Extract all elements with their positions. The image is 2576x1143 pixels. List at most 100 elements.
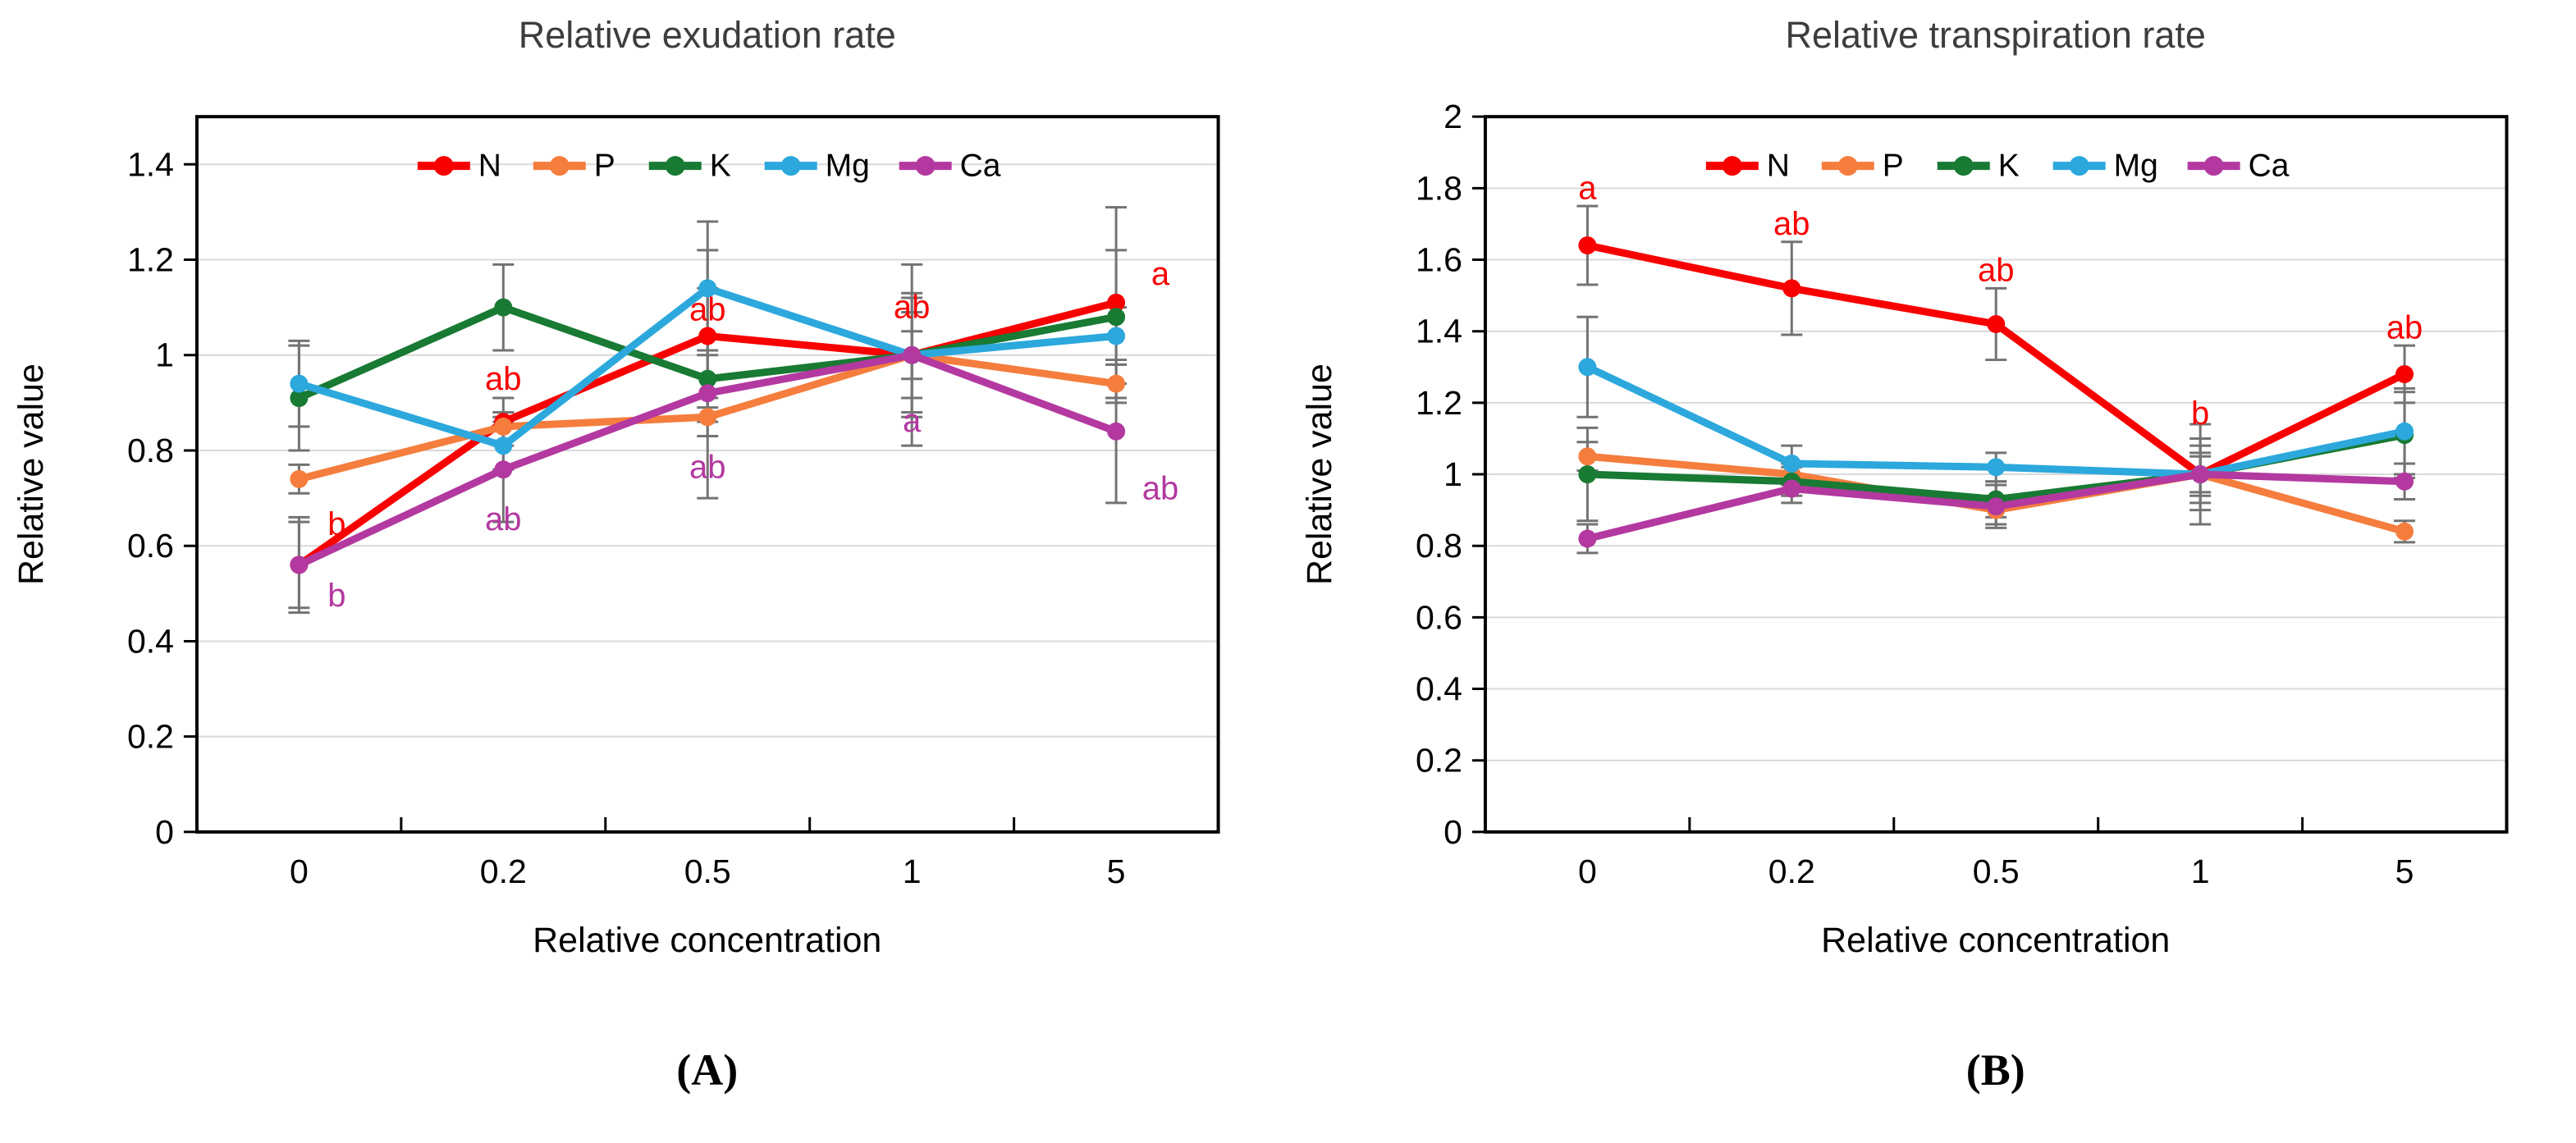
chart-a-y-axis-title: Relative value (11, 363, 51, 585)
legend-item-Ca: Ca (2187, 149, 2289, 184)
data-point-Ca-1 (1782, 479, 1800, 498)
legend-label: N (478, 149, 501, 184)
legend-item-K: K (648, 149, 731, 184)
x-tick-label: 1 (903, 853, 922, 890)
plot-border (1483, 115, 2509, 834)
data-point-Mg-2 (1986, 458, 2005, 477)
data-point-N-1 (1782, 279, 1800, 298)
chart-b-title: Relative transpiration rate (1785, 14, 2205, 56)
legend-point-marker (2069, 156, 2089, 176)
chart-b-x-axis-title: Relative concentration (1821, 921, 2170, 960)
significance-letter: a (1578, 170, 1597, 206)
y-tick-label: 1.4 (1415, 313, 1462, 350)
significance-letter: ab (894, 290, 930, 326)
y-tick-label: 1 (1444, 455, 1462, 493)
chart-b-y-axis-title: Relative value (1299, 363, 1338, 585)
panel-b-caption: (B) (1965, 1045, 2025, 1095)
x-tick-label: 5 (2395, 853, 2414, 890)
legend-item-P: P (1821, 149, 1903, 184)
y-tick-label: 0.8 (1415, 527, 1462, 565)
panel-a: Relative exudation rate Relative value R… (11, 14, 1220, 1095)
data-point-Mg-0 (290, 374, 309, 393)
legend-label: K (1997, 149, 2019, 184)
significance-letter: ab (1773, 206, 1810, 242)
legend-point-marker (1837, 156, 1858, 176)
y-tick-label: 0 (1444, 813, 1462, 851)
chart-a-x-axis-title: Relative concentration (533, 921, 881, 960)
significance-letter: ab (689, 449, 725, 485)
data-point-Mg-0 (1577, 358, 1596, 377)
y-tick-label: 1 (155, 336, 174, 374)
data-point-Ca-3 (903, 345, 922, 364)
y-tick-label: 0.2 (1415, 742, 1462, 780)
significance-letter: ab (1142, 470, 1178, 506)
significance-letter: b (327, 578, 345, 614)
legend-point-marker (665, 156, 685, 176)
legend-label: K (710, 149, 731, 184)
significance-letter: b (2191, 395, 2209, 432)
legend-label: P (594, 149, 615, 184)
data-point-Mg-1 (1782, 454, 1800, 473)
data-point-Mg-4 (2395, 422, 2414, 441)
legend-label: Mg (826, 149, 870, 184)
y-tick-label: 1.6 (1415, 241, 1462, 279)
legend-point-marker (1953, 156, 1974, 176)
x-tick-label: 0 (1577, 853, 1596, 890)
legend-label: N (1766, 149, 1789, 184)
legend-point-marker (780, 156, 801, 176)
legend-point-marker (915, 156, 936, 176)
panel-a-caption: (A) (676, 1045, 738, 1095)
x-tick-label: 0.2 (480, 853, 527, 890)
data-point-N-2 (698, 327, 717, 345)
y-tick-label: 0 (155, 813, 174, 851)
data-point-Ca-0 (1577, 529, 1596, 548)
data-point-P-0 (1577, 447, 1596, 466)
data-point-Ca-2 (698, 384, 717, 403)
x-tick-label: 0.5 (1972, 853, 2019, 890)
x-tick-label: 0 (290, 853, 309, 890)
data-point-K-0 (1577, 465, 1596, 484)
legend-point-marker (2203, 156, 2224, 176)
y-tick-label: 2 (1444, 98, 1462, 135)
plot-border (194, 115, 1220, 834)
significance-letter: b (327, 506, 345, 542)
chart-b-plot-area: 0 0.2 0.4 0.6 0.8 1 1.2 1.4 1.6 1.8 2 0 0.2 0.5 1 5 N P K M… (1415, 98, 2509, 890)
data-point-Ca-4 (2395, 472, 2414, 491)
data-point-P-0 (290, 469, 309, 488)
data-point-Ca-1 (494, 460, 513, 479)
legend-item-Ca: Ca (899, 149, 1001, 184)
data-point-K-2 (698, 369, 717, 388)
y-tick-label: 1.8 (1415, 169, 1462, 207)
data-point-P-4 (1107, 374, 1126, 393)
data-point-N-4 (2395, 365, 2414, 383)
legend-label: Ca (2248, 149, 2289, 184)
significance-letter: ab (485, 361, 521, 397)
data-point-K-0 (290, 389, 309, 408)
y-tick-label: 0.4 (1415, 670, 1462, 708)
chart-a-title: Relative exudation rate (519, 14, 896, 56)
data-point-Mg-4 (1107, 327, 1126, 345)
significance-letter: a (903, 403, 922, 439)
panel-b: Relative transpiration rate Relative val… (1288, 0, 2576, 1143)
x-tick-label: 0.2 (1768, 853, 1814, 890)
chart-a-plot-area: 00.20.40.60.811.21.40 0.2 0.5 1 5N P K Mg Cababa… (127, 115, 1220, 890)
x-tick-label: 0.5 (684, 853, 731, 890)
data-point-Ca-4 (1107, 422, 1126, 441)
data-point-N-2 (1986, 314, 2005, 333)
data-point-P-1 (494, 417, 513, 436)
data-point-K-1 (494, 298, 513, 317)
x-tick-label: 1 (2190, 853, 2209, 890)
data-point-N-0 (1577, 236, 1596, 255)
legend-item-P: P (533, 149, 615, 184)
legend-point-marker (433, 156, 454, 176)
y-tick-label: 1.2 (127, 241, 174, 279)
chart-transpiration-rate: Relative transpiration rate Relative val… (1299, 14, 2509, 1095)
legend-label: Ca (960, 149, 1001, 184)
data-point-N-4 (1107, 293, 1126, 312)
y-tick-label: 1.4 (127, 145, 174, 183)
y-tick-label: 0.8 (127, 432, 174, 469)
y-tick-label: 0.6 (1415, 598, 1462, 636)
data-point-Ca-0 (290, 555, 309, 574)
legend-item-K: K (1937, 149, 2019, 184)
